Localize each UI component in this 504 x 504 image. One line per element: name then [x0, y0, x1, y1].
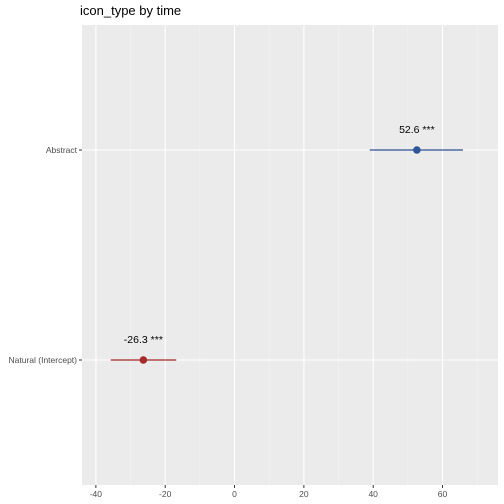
estimate-point — [413, 146, 421, 154]
y-tick-label: Natural (Intercept) — [9, 355, 78, 365]
plot-panel — [82, 25, 498, 485]
estimate-label: -26.3 *** — [124, 334, 163, 346]
estimate-label: 52.6 *** — [399, 124, 435, 136]
x-tick-label: 0 — [232, 489, 237, 499]
y-tick-label: Abstract — [46, 145, 78, 155]
y-axis: Abstract Natural (Intercept) — [9, 145, 82, 365]
estimate-point — [139, 356, 148, 364]
x-tick-label: 60 — [438, 489, 448, 499]
data-marks: 52.6 *** -26.3 *** — [110, 124, 463, 364]
x-axis: -40 -20 0 20 40 60 — [90, 485, 448, 499]
x-tick-label: 40 — [368, 489, 378, 499]
x-tick-label: 20 — [299, 489, 309, 499]
chart-title: icon_type by time — [80, 3, 181, 18]
minor-grid — [130, 25, 478, 485]
x-tick-label: -40 — [90, 489, 103, 499]
x-tick-label: -20 — [159, 489, 172, 499]
